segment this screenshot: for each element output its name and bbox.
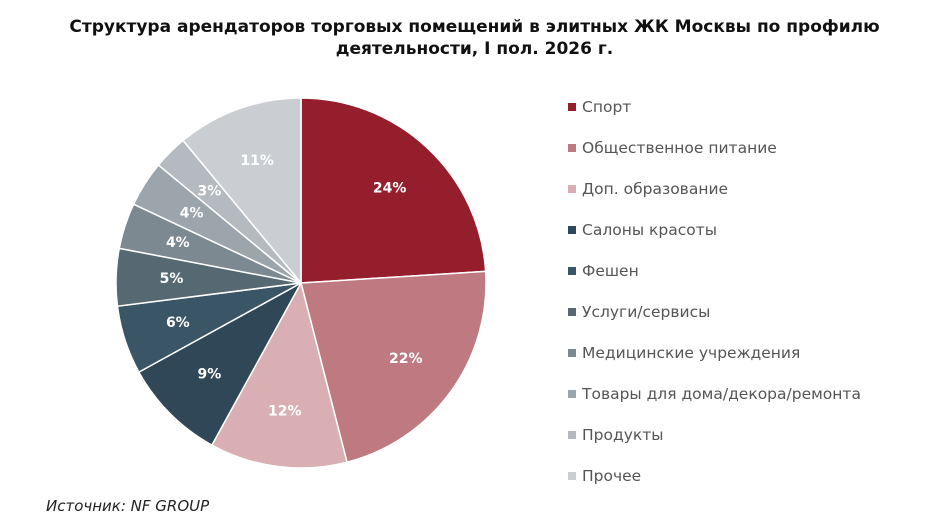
slice-value-label-6: 4% bbox=[166, 235, 190, 251]
slice-value-label-4: 6% bbox=[166, 315, 190, 331]
legend-label-7: Товары для дома/декора/ремонта bbox=[582, 384, 861, 403]
legend-swatch-3 bbox=[568, 225, 576, 234]
legend-item-1: Общественное питание bbox=[568, 127, 861, 168]
legend-swatch-7 bbox=[568, 389, 576, 398]
legend-swatch-5 bbox=[568, 307, 576, 316]
slice-value-label-9: 11% bbox=[240, 153, 274, 169]
chart-title-line-1: Структура арендаторов торговых помещений… bbox=[69, 17, 880, 37]
slice-value-label-7: 4% bbox=[180, 206, 204, 222]
chart-legend: Спорт Общественное питание Доп. образовани… bbox=[568, 86, 861, 496]
pie-slices bbox=[115, 97, 487, 469]
legend-swatch-8 bbox=[568, 430, 576, 439]
legend-label-9: Прочее bbox=[582, 466, 642, 485]
legend-label-0: Спорт bbox=[582, 97, 632, 116]
legend-label-5: Услуги/сервисы bbox=[582, 302, 711, 321]
pie-slice-3 bbox=[138, 282, 302, 446]
pie-slice-9 bbox=[182, 97, 302, 284]
legend-item-2: Доп. образование bbox=[568, 168, 861, 209]
legend-label-1: Общественное питание bbox=[582, 138, 777, 157]
legend-label-8: Продукты bbox=[582, 425, 664, 444]
legend-item-9: Прочее bbox=[568, 455, 861, 496]
legend-item-5: Услуги/сервисы bbox=[568, 291, 861, 332]
legend-swatch-1 bbox=[568, 143, 576, 152]
pie-slice-0 bbox=[300, 97, 487, 284]
pie-slice-1 bbox=[300, 270, 487, 463]
slice-value-label-2: 12% bbox=[268, 403, 302, 419]
legend-label-6: Медицинские учреждения bbox=[582, 343, 801, 362]
legend-swatch-4 bbox=[568, 266, 576, 275]
legend-swatch-0 bbox=[568, 102, 576, 111]
slice-value-label-3: 9% bbox=[198, 367, 222, 383]
slice-value-label-0: 24% bbox=[373, 181, 407, 197]
legend-swatch-2 bbox=[568, 184, 576, 193]
legend-item-8: Продукты bbox=[568, 414, 861, 455]
legend-label-4: Фешен bbox=[582, 261, 639, 280]
pie-slice-labels: 24% 22% 12% 9% 6% 5% 4% 4% 3% 11% bbox=[160, 153, 423, 419]
pie-slice-2 bbox=[211, 282, 348, 469]
slice-value-label-8: 3% bbox=[198, 183, 222, 199]
chart-title: Структура арендаторов торговых помещений… bbox=[0, 16, 949, 60]
legend-label-3: Салоны красоты bbox=[582, 220, 717, 239]
chart-title-line-2: деятельности, I пол. 2026 г. bbox=[335, 39, 614, 59]
legend-item-6: Медицинские учреждения bbox=[568, 332, 861, 373]
source-note: Источник: NF GROUP bbox=[46, 497, 210, 515]
legend-swatch-6 bbox=[568, 348, 576, 357]
slice-value-label-1: 22% bbox=[389, 351, 423, 367]
legend-item-4: Фешен bbox=[568, 250, 861, 291]
slice-value-label-5: 5% bbox=[160, 271, 184, 287]
legend-label-2: Доп. образование bbox=[582, 179, 729, 198]
legend-item-3: Салоны красоты bbox=[568, 209, 861, 250]
legend-item-7: Товары для дома/декора/ремонта bbox=[568, 373, 861, 414]
legend-swatch-9 bbox=[568, 471, 576, 480]
legend-item-0: Спорт bbox=[568, 86, 861, 127]
